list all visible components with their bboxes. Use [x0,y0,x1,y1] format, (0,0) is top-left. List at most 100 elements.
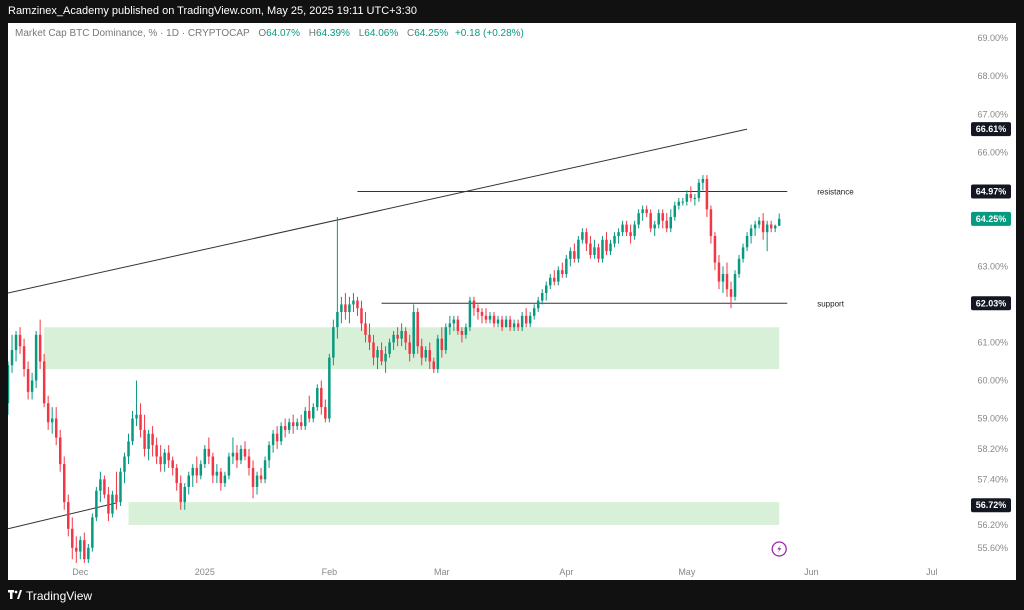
candle-body [761,220,765,233]
candle-body [211,456,215,476]
candle-body [368,334,371,343]
candle-body [22,346,26,370]
candle-body [492,315,496,324]
candle-body [62,464,66,503]
candle-body [18,334,22,347]
trendline [8,502,117,530]
tradingview-logo-icon [8,590,22,599]
candle-body [328,357,331,419]
candle-body [155,445,158,457]
candle-body [540,293,544,301]
candle-body [279,426,283,442]
candle-body [488,315,492,320]
high-value: 64.39% [316,28,350,39]
candle-body [42,361,46,404]
price-label: 62.03% [976,298,1007,308]
candle-body [416,312,419,347]
candle-body [283,426,287,430]
candle-body [58,437,62,465]
candle-body [661,213,664,221]
chart-panel[interactable]: resistance support 69.00% 68.00% 67.00% 66.00… [8,23,1016,580]
publisher-line: Ramzinex_Academy published on TradingVie… [8,5,417,17]
candle-body [38,334,42,362]
candle-body [247,456,251,468]
candle-body [649,213,652,229]
candle-body [508,319,512,328]
candle-body [733,273,737,297]
y-tick-label: 69.00% [977,33,1008,43]
candle-body [336,312,339,328]
candle-body [773,225,777,229]
candle-body [287,422,291,430]
candle-body [613,235,616,244]
candle-body [115,494,118,503]
candle-body [187,475,190,487]
candle-body [67,502,70,529]
candle-body [267,445,271,461]
candle-body [593,247,596,255]
candle-body [745,235,749,248]
candle-body [400,331,403,339]
candle-body [99,479,102,491]
candle-body [167,452,170,461]
candle-body [629,232,632,236]
candle-body [291,422,295,427]
candle-body [271,433,275,446]
candle-body [191,467,195,476]
candle-body [215,471,219,476]
candle-body [484,315,488,320]
candle-body [424,350,427,358]
candle-body [512,323,516,328]
candle-body [299,422,303,427]
candle-body [597,247,600,259]
candle-body [231,452,235,457]
low-value: 64.06% [364,28,399,39]
high-label: H [308,28,317,39]
candle-body [617,232,620,236]
candle-body [769,224,773,229]
candle-body [777,218,781,226]
symbol-name: Market Cap BTC Dominance, % · 1D · CRYPT… [15,28,250,39]
candle-body [223,475,227,484]
candle-body [685,194,689,202]
candle-body [26,369,30,392]
y-tick-label: 67.00% [977,109,1008,119]
candle-body [344,304,347,313]
candle-body [476,308,480,313]
candle-body [203,448,207,465]
candle-body [585,232,588,244]
candle-body [227,456,231,476]
candle-body [713,235,717,263]
candle-body [569,251,572,259]
candle-body [553,277,556,282]
candle-body [119,471,122,503]
open-label: O [258,28,267,39]
candle-body [729,289,733,297]
candle-body [259,475,263,480]
candle-body [565,258,568,274]
candle-body [243,448,247,457]
y-tick-label: 61.00% [977,337,1008,347]
y-tick-label: 63.00% [977,261,1008,271]
candle-body [689,194,693,198]
candle-body [103,479,106,495]
candle-body [460,331,464,335]
candle-body [384,353,387,362]
candle-body [324,407,327,419]
candle-body [46,403,50,423]
candle-body [621,224,624,233]
close-value: 64.25% [414,28,449,39]
candle-body [677,201,681,206]
candle-body [14,334,18,351]
price-chart[interactable]: resistance support 69.00% 68.00% 67.00% 66.00… [8,23,1016,580]
candle-body [71,528,74,548]
candle-body [143,429,146,449]
price-label-box [971,211,1011,226]
candle-body [316,388,319,408]
candle-body [468,300,472,328]
candle-body [111,494,114,514]
lightning-icon [777,545,782,553]
low-label: L [358,28,365,39]
candle-body [544,285,548,293]
candle-body [765,224,769,233]
